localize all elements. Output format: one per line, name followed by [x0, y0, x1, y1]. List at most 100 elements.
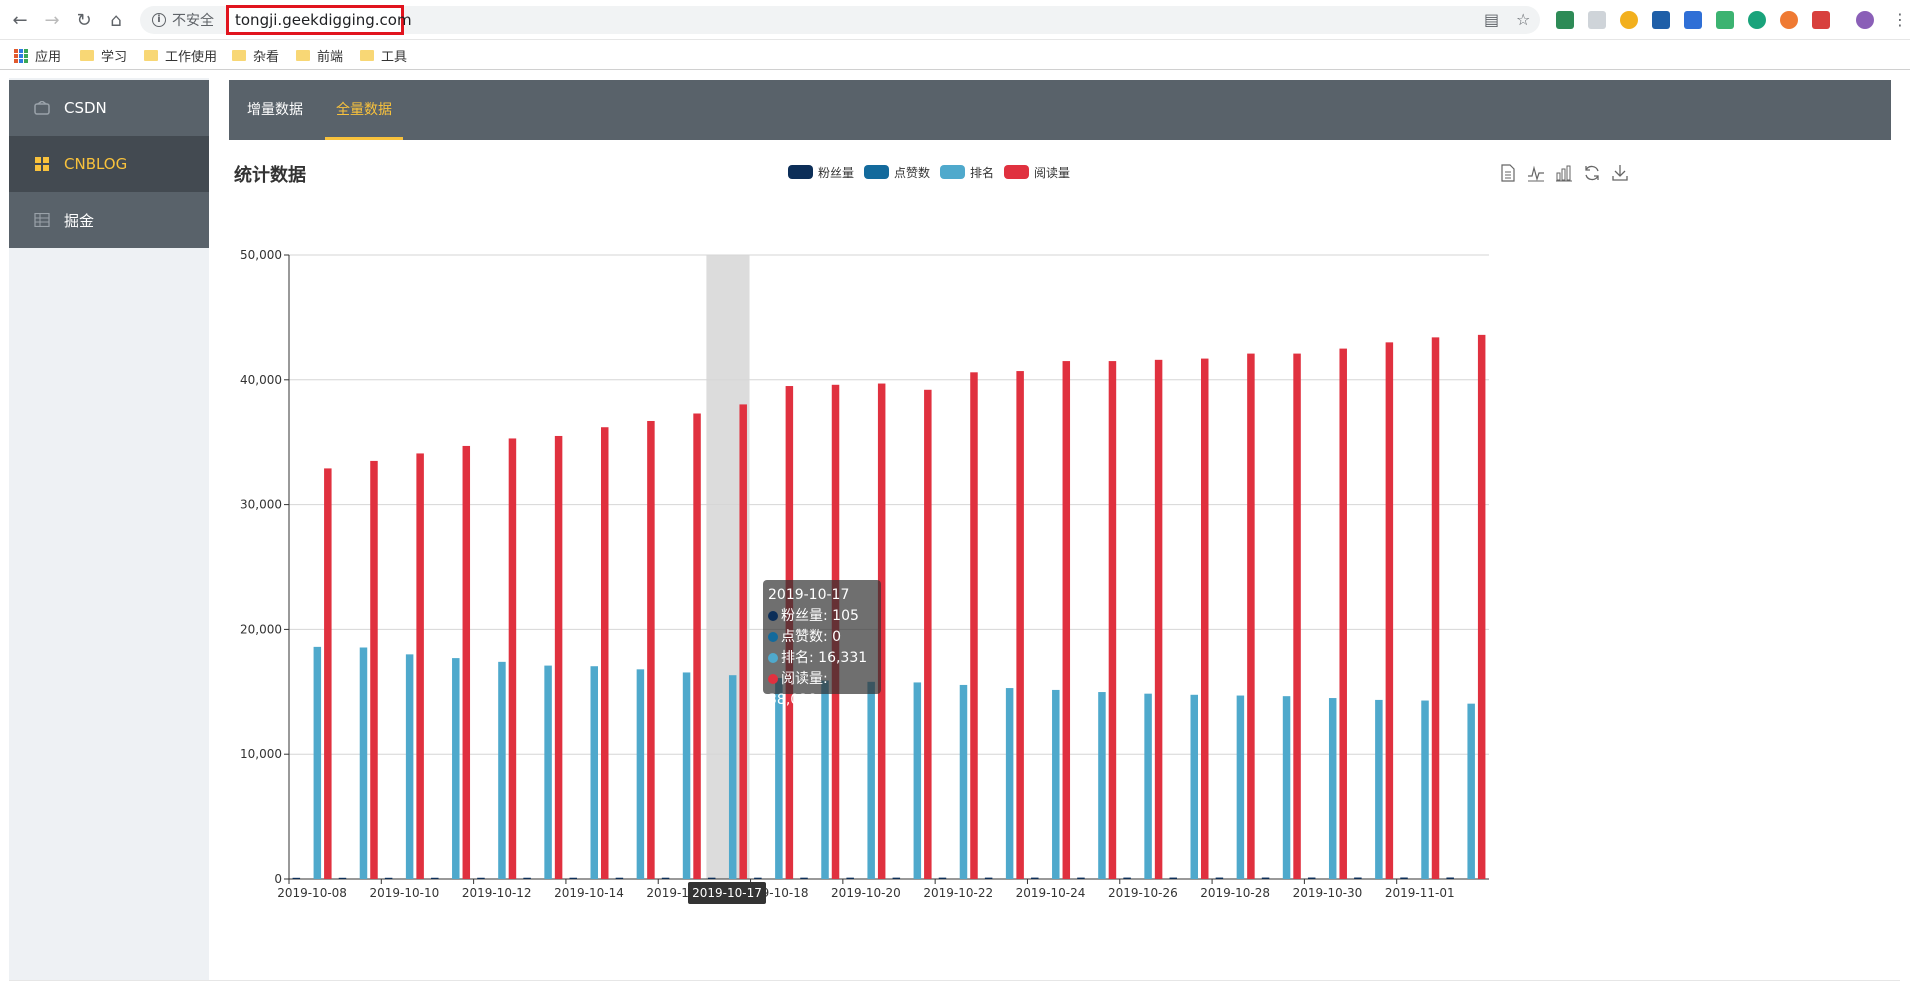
x-tick-label: 2019-10-14	[554, 886, 624, 900]
sidebar-item-juejin[interactable]: 掘金	[9, 192, 209, 248]
bar-3	[1052, 689, 1060, 879]
extension-icon[interactable]	[1780, 11, 1798, 29]
home-icon[interactable]: ⌂	[110, 9, 122, 31]
download-icon[interactable]	[1610, 164, 1629, 183]
bar-1	[477, 877, 485, 879]
extension-icon[interactable]	[1652, 11, 1670, 29]
bar-3	[1467, 703, 1475, 879]
bar-1	[1446, 877, 1454, 879]
bookmark-folder[interactable]: 学习	[80, 46, 127, 65]
extension-icon[interactable]	[1716, 11, 1734, 29]
bar-3	[867, 681, 875, 879]
csdn-icon	[34, 100, 50, 115]
legend-item[interactable]: 排名	[940, 164, 994, 181]
bar-1	[1123, 877, 1131, 879]
forward-icon[interactable]: →	[44, 9, 60, 31]
bookmark-star-icon[interactable]: ☆	[1516, 10, 1531, 29]
sidebar-item-cnblog[interactable]: CNBLOG	[9, 136, 209, 192]
bar-1	[1354, 877, 1362, 879]
tab-full-data[interactable]: 全量数据	[325, 80, 403, 140]
bar-1	[754, 877, 762, 879]
legend-swatch	[1004, 165, 1030, 179]
bar-3	[452, 658, 460, 879]
bar-1	[892, 877, 901, 879]
bar-3	[775, 678, 783, 879]
legend-swatch	[864, 165, 890, 179]
x-tick-label: 2019-10-08	[277, 886, 347, 900]
bar-3	[1190, 694, 1198, 879]
extension-icon[interactable]	[1812, 11, 1830, 29]
bookmark-folder[interactable]: 工具	[360, 46, 407, 65]
bar-4	[324, 468, 332, 879]
security-indicator[interactable]: i 不安全	[152, 10, 214, 30]
back-icon[interactable]: ←	[12, 9, 28, 31]
legend-label: 点赞数	[894, 165, 931, 180]
restore-icon[interactable]	[1582, 164, 1601, 183]
bar-3	[1421, 700, 1429, 879]
bar-4	[1247, 353, 1255, 879]
bookmark-folder[interactable]: 前端	[296, 46, 343, 65]
bar-4	[508, 438, 517, 879]
bar-1	[338, 877, 347, 879]
tooltip-value: 阅读量: 38,028	[768, 671, 828, 708]
bookmark-folder[interactable]: 杂看	[232, 46, 279, 65]
extension-icon[interactable]	[1684, 11, 1702, 29]
bar-4	[1293, 353, 1301, 879]
bar-4	[1201, 358, 1209, 880]
bar-3	[405, 654, 414, 879]
tab-incremental-data[interactable]: 增量数据	[247, 102, 303, 118]
menu-dots-icon[interactable]: ⋮	[1892, 10, 1908, 29]
x-tick-label: 2019-10-30	[1293, 886, 1363, 900]
bookmark-apps[interactable]: 应用	[14, 46, 61, 65]
browser-toolbar: ← → ↻ ⌂ i 不安全 tongji.geekdigging.com ▤ ☆…	[0, 0, 1910, 40]
y-tick-label: 10,000	[240, 747, 282, 761]
bar-4	[1477, 334, 1486, 879]
extension-icon[interactable]	[1588, 11, 1606, 29]
x-tick-label: 2019-10-10	[370, 886, 440, 900]
reload-icon[interactable]: ↻	[76, 9, 92, 31]
folder-icon	[232, 50, 246, 61]
bar-1	[1031, 877, 1039, 879]
legend-item[interactable]: 粉丝量	[788, 164, 854, 181]
bar-1	[523, 877, 531, 879]
tooltip-value: 点赞数: 0	[781, 629, 842, 645]
bookmark-label: 工具	[381, 50, 408, 65]
extension-icon[interactable]	[1620, 11, 1638, 29]
url-text[interactable]: tongji.geekdigging.com	[226, 5, 412, 35]
bookmark-label: 杂看	[253, 50, 280, 65]
extension-icon[interactable]	[1748, 11, 1766, 29]
tooltip-value: 粉丝量: 105	[781, 608, 859, 624]
bar-chart-icon[interactable]	[1554, 164, 1573, 183]
x-tick-label: 2019-10-22	[923, 886, 993, 900]
bookmarks-bar: 应用 学习 工作使用 杂看 前端 工具	[0, 40, 1910, 70]
bar-3	[1375, 699, 1383, 879]
x-tick-label: 2019-10-12	[462, 886, 532, 900]
bar-3	[313, 646, 322, 879]
sidebar-item-label: CSDN	[64, 99, 107, 117]
bookmark-folder[interactable]: 工作使用	[144, 46, 217, 65]
bar-3	[913, 682, 922, 879]
bar-3	[1328, 698, 1337, 879]
tooltip-row: 阅读量: 38,028	[768, 669, 876, 711]
legend-item[interactable]: 点赞数	[864, 164, 930, 181]
line-chart-icon[interactable]	[1526, 164, 1545, 183]
legend-label: 排名	[970, 165, 995, 180]
sidebar-item-csdn[interactable]: CSDN	[9, 80, 209, 136]
y-tick-label: 0	[274, 872, 282, 886]
bar-3	[544, 665, 552, 879]
bar-4	[693, 413, 701, 879]
extension-icon[interactable]	[1556, 11, 1574, 29]
sidebar: CSDN CNBLOG 掘金	[9, 80, 209, 248]
bar-1	[569, 877, 577, 879]
tooltip-title: 2019-10-17	[768, 587, 850, 603]
bookmark-label: 工作使用	[165, 50, 218, 65]
bookmark-label: 应用	[35, 50, 62, 65]
data-view-icon[interactable]	[1498, 164, 1517, 183]
translate-icon[interactable]: ▤	[1484, 10, 1500, 29]
bar-4	[554, 435, 563, 879]
folder-icon	[80, 50, 94, 61]
profile-avatar[interactable]	[1856, 11, 1874, 29]
bookmark-label: 前端	[317, 50, 344, 65]
legend-item[interactable]: 阅读量	[1004, 164, 1070, 181]
